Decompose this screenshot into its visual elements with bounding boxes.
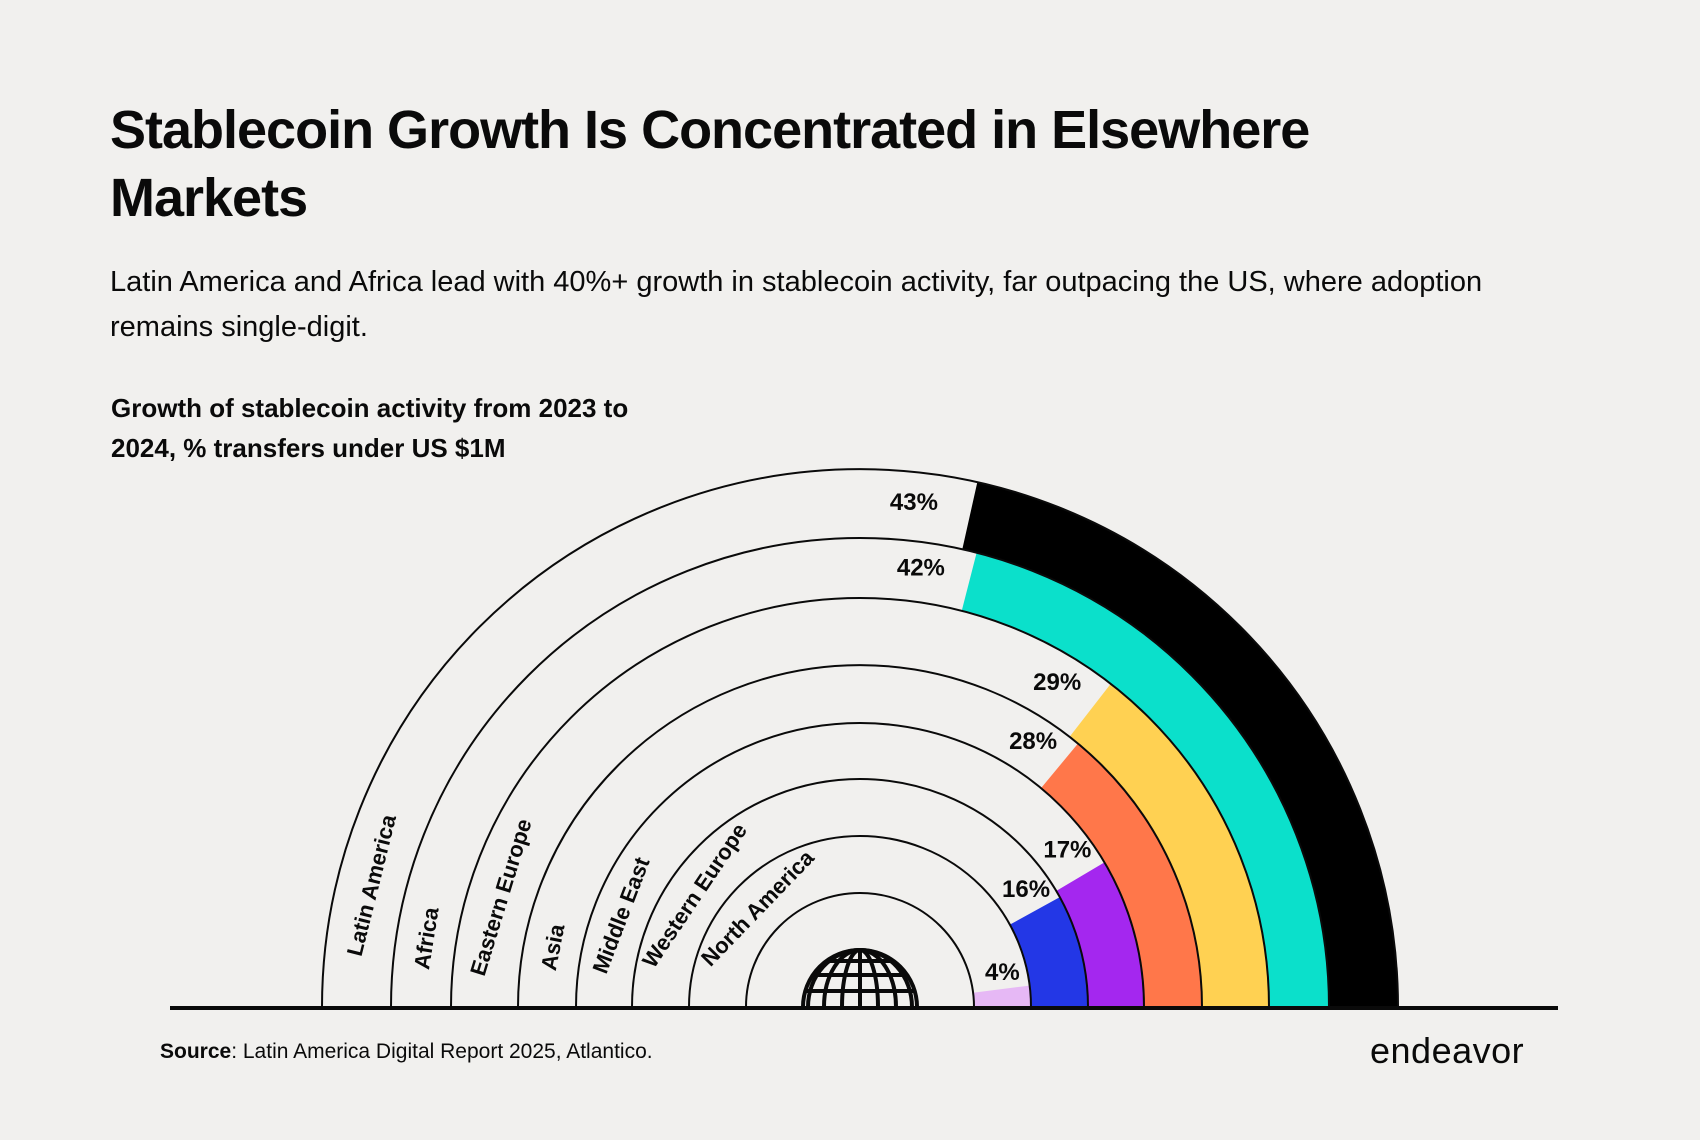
category-label: Africa — [409, 905, 444, 971]
category-label: Eastern Europe — [465, 816, 536, 979]
ring-outline — [450, 597, 1270, 1008]
bar-latin-america — [962, 481, 1398, 1007]
category-label: Asia — [536, 921, 570, 972]
value-label: 42% — [897, 555, 945, 582]
endeavor-logo: endeavor — [1370, 1030, 1525, 1071]
source-note: Source: Latin America Digital Report 202… — [160, 1040, 653, 1064]
ring-outline — [517, 664, 1203, 1008]
bar-eastern-europe — [1069, 683, 1269, 1007]
ring-outline — [321, 468, 1399, 1008]
ring-outline — [575, 722, 1145, 1008]
bar-africa — [961, 552, 1329, 1007]
value-label: 4% — [985, 959, 1020, 986]
value-label: 29% — [1033, 669, 1081, 696]
value-label: 16% — [1002, 876, 1050, 903]
page-title: Stablecoin Growth Is Concentrated in Els… — [110, 100, 1310, 228]
source-text: : Latin America Digital Report 2025, Atl… — [231, 1040, 653, 1063]
globe-icon — [801, 948, 919, 1008]
bar-north-america — [973, 985, 1031, 1007]
ring-outline — [688, 835, 1032, 1008]
ring-outline — [631, 778, 1089, 1008]
ring-outline — [745, 892, 975, 1008]
chart-title: Growth of stablecoin activity from 2023 … — [111, 393, 629, 463]
source-label: Source — [160, 1040, 232, 1063]
bar-asia — [1041, 743, 1202, 1007]
ring-outline — [390, 537, 1330, 1008]
value-label: 28% — [1009, 728, 1057, 755]
value-label: 17% — [1043, 837, 1091, 864]
value-label: 43% — [890, 489, 938, 516]
page-subtitle: Latin America and Africa lead with 40%+ … — [110, 266, 1483, 343]
